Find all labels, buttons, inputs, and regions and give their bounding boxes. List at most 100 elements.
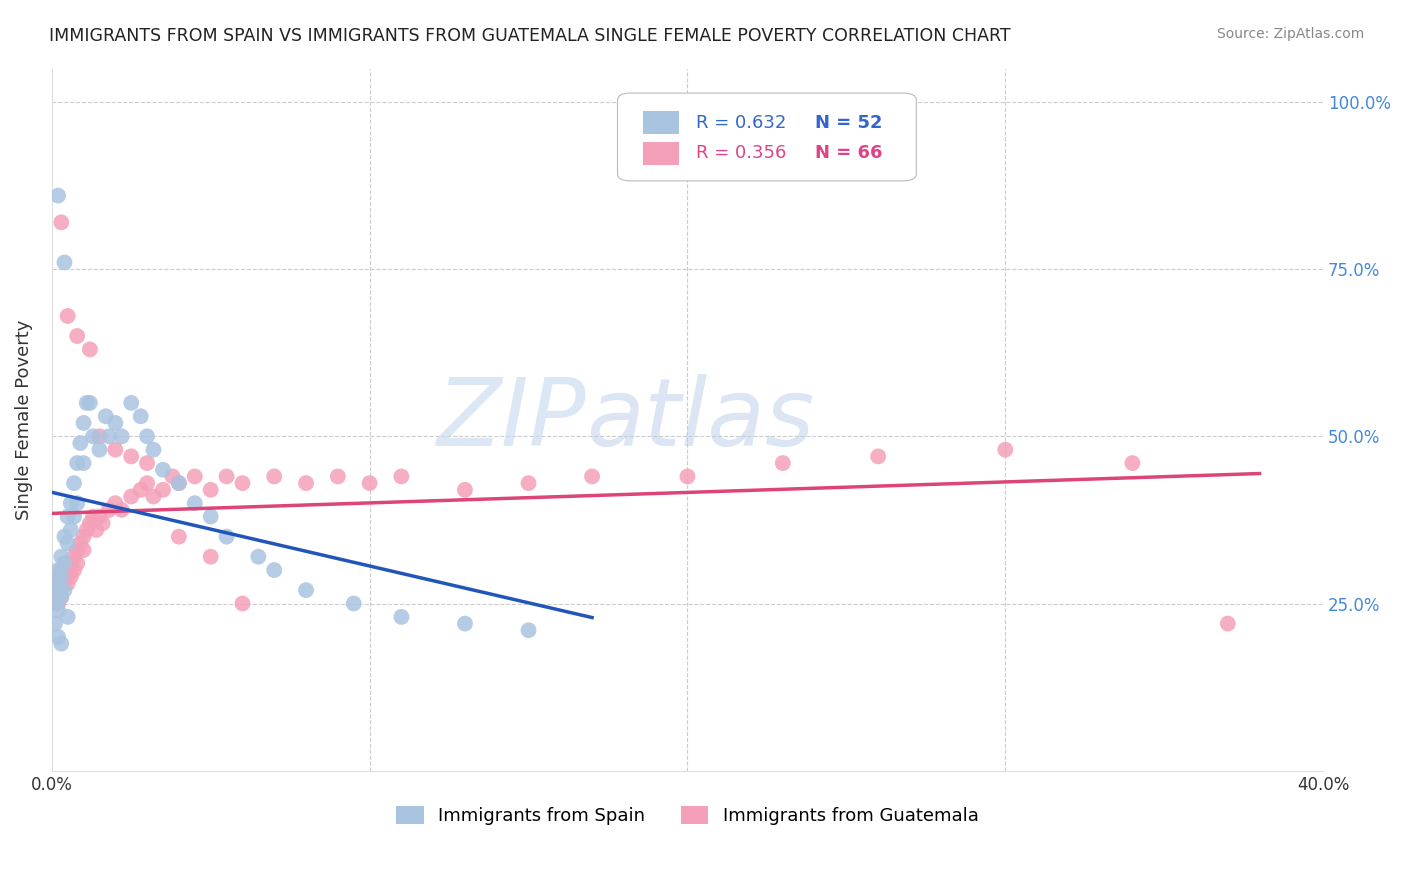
Point [63, 549, 86, 564]
Point [994, 442, 1017, 457]
Point [72, 543, 94, 558]
Point [152, 463, 174, 477]
Point [89, 429, 111, 443]
Point [295, 583, 318, 598]
Point [46, 188, 69, 202]
Bar [643, 142, 679, 165]
Point [167, 530, 190, 544]
Point [53, 557, 76, 571]
Point [56, 509, 79, 524]
Point [868, 450, 890, 464]
Point [76, 523, 98, 537]
Point [56, 610, 79, 624]
Point [104, 416, 127, 430]
Point [66, 557, 89, 571]
Point [97, 503, 120, 517]
Point [66, 496, 89, 510]
Point [215, 469, 238, 483]
Point [129, 483, 152, 497]
Point [89, 509, 111, 524]
Point [120, 396, 142, 410]
Point [46, 570, 69, 584]
Point [1216, 616, 1239, 631]
Point [263, 563, 285, 577]
Point [104, 496, 127, 510]
Point [389, 469, 412, 483]
Bar [643, 112, 679, 134]
Point [111, 503, 134, 517]
Point [167, 476, 190, 491]
Text: R = 0.632: R = 0.632 [696, 113, 787, 132]
Point [51, 590, 73, 604]
Point [231, 476, 253, 491]
Point [136, 456, 159, 470]
Point [82, 429, 104, 443]
Point [200, 483, 222, 497]
Point [82, 509, 104, 524]
Point [53, 557, 76, 571]
Point [454, 483, 477, 497]
Point [53, 530, 76, 544]
Point [59, 523, 82, 537]
Point [51, 637, 73, 651]
Point [46, 603, 69, 617]
Point [53, 583, 76, 598]
Y-axis label: Single Female Poverty: Single Female Poverty [15, 319, 32, 520]
Point [72, 456, 94, 470]
Point [295, 476, 318, 491]
Point [89, 442, 111, 457]
Point [53, 570, 76, 584]
Point [247, 549, 270, 564]
Point [517, 624, 540, 638]
Point [46, 597, 69, 611]
Point [56, 536, 79, 550]
Point [581, 469, 603, 483]
Point [231, 597, 253, 611]
Point [772, 456, 794, 470]
Point [359, 476, 381, 491]
Text: ZIP: ZIP [436, 374, 586, 465]
Point [200, 549, 222, 564]
Point [51, 570, 73, 584]
Point [215, 530, 238, 544]
Point [66, 329, 89, 343]
FancyBboxPatch shape [617, 93, 917, 181]
Point [59, 570, 82, 584]
Point [152, 483, 174, 497]
Point [200, 509, 222, 524]
Point [72, 416, 94, 430]
Point [56, 563, 79, 577]
Text: N = 66: N = 66 [814, 145, 882, 162]
Point [76, 396, 98, 410]
Point [91, 516, 114, 531]
Point [167, 476, 190, 491]
Point [97, 429, 120, 443]
Point [84, 523, 107, 537]
Point [104, 442, 127, 457]
Point [94, 409, 117, 424]
Text: N = 52: N = 52 [814, 113, 882, 132]
Point [142, 490, 165, 504]
Point [53, 255, 76, 269]
Point [136, 476, 159, 491]
Point [69, 536, 91, 550]
Legend: Immigrants from Spain, Immigrants from Guatemala: Immigrants from Spain, Immigrants from G… [396, 805, 979, 825]
Point [46, 630, 69, 644]
Text: IMMIGRANTS FROM SPAIN VS IMMIGRANTS FROM GUATEMALA SINGLE FEMALE POVERTY CORRELA: IMMIGRANTS FROM SPAIN VS IMMIGRANTS FROM… [49, 27, 1011, 45]
Point [69, 436, 91, 450]
Point [79, 516, 101, 531]
Point [120, 450, 142, 464]
Point [66, 456, 89, 470]
Point [79, 396, 101, 410]
Point [51, 215, 73, 229]
Point [676, 469, 699, 483]
Point [120, 490, 142, 504]
Point [56, 576, 79, 591]
Point [129, 409, 152, 424]
Point [44, 616, 66, 631]
Point [59, 557, 82, 571]
Point [263, 469, 285, 483]
Point [44, 576, 66, 591]
Point [63, 509, 86, 524]
Point [46, 583, 69, 598]
